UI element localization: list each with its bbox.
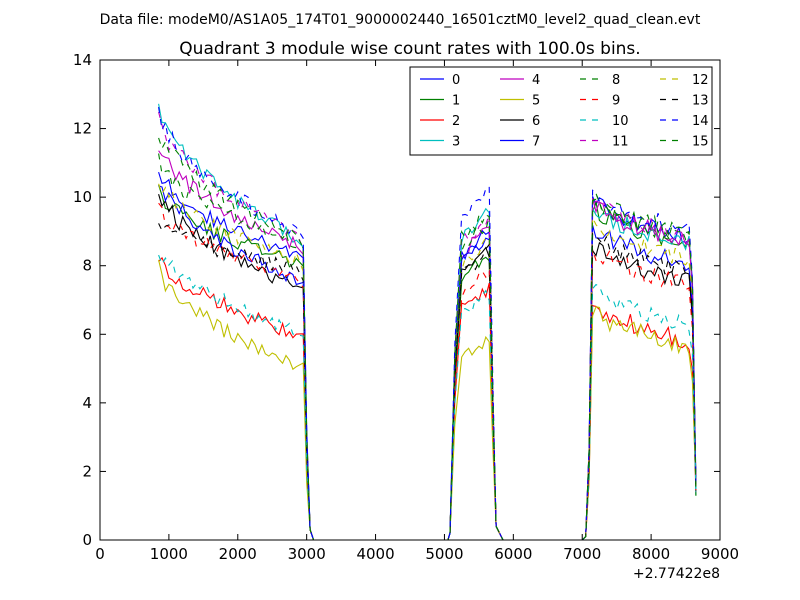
y-tick-label: 8 bbox=[82, 257, 92, 275]
legend-label-0: 0 bbox=[452, 73, 460, 88]
series-line-13 bbox=[158, 223, 697, 541]
legend-label-6: 6 bbox=[532, 114, 540, 129]
legend-label-7: 7 bbox=[532, 135, 540, 150]
series-line-2 bbox=[158, 256, 697, 541]
y-tick-label: 4 bbox=[82, 394, 92, 412]
legend-label-13: 13 bbox=[692, 94, 709, 109]
axes-layer: 0 1000 2000 3000 4000 5000 6000 7000 8000 9000 0 2 4… bbox=[73, 51, 739, 563]
x-tick-label: 2000 bbox=[219, 545, 257, 563]
legend-label-4: 4 bbox=[532, 73, 540, 88]
legend-label-5: 5 bbox=[532, 94, 540, 109]
x-tick-label: 6000 bbox=[494, 545, 532, 563]
series-line-8 bbox=[158, 153, 697, 541]
y-tick-label: 2 bbox=[82, 462, 92, 480]
series-line-15 bbox=[158, 137, 697, 541]
x-offset-label: +2.77422e8 bbox=[633, 566, 720, 582]
legend-label-12: 12 bbox=[692, 73, 709, 88]
plot-frame bbox=[99, 59, 721, 541]
series-layer bbox=[158, 103, 697, 541]
legend-label-8: 8 bbox=[612, 73, 620, 88]
series-line-1 bbox=[158, 184, 697, 541]
suptitle: Data file: modeM0/AS1A05_174T01_90000024… bbox=[100, 12, 701, 28]
x-tick-label: 0 bbox=[95, 545, 105, 563]
chart-title: Quadrant 3 module wise count rates with … bbox=[179, 39, 640, 59]
legend-label-14: 14 bbox=[692, 114, 709, 129]
legend-label-2: 2 bbox=[452, 114, 460, 129]
series-line-7 bbox=[158, 185, 697, 541]
series-line-3 bbox=[158, 103, 697, 541]
x-tick-label: 1000 bbox=[150, 545, 188, 563]
legend-label-15: 15 bbox=[692, 135, 709, 150]
series-line-4 bbox=[158, 150, 697, 541]
legend-label-11: 11 bbox=[612, 135, 629, 150]
legend-label-1: 1 bbox=[452, 94, 460, 109]
series-line-11 bbox=[158, 111, 697, 541]
x-tick-label: 4000 bbox=[356, 545, 394, 563]
series-line-0 bbox=[158, 171, 697, 541]
legend-label-3: 3 bbox=[452, 135, 460, 150]
legend-label-10: 10 bbox=[612, 114, 629, 129]
x-tick-label: 8000 bbox=[632, 545, 670, 563]
y-tick-label: 10 bbox=[73, 188, 92, 206]
x-tick-label: 7000 bbox=[563, 545, 601, 563]
y-tick-label: 12 bbox=[73, 120, 92, 138]
series-line-12 bbox=[158, 183, 697, 541]
y-tick-label: 6 bbox=[82, 325, 92, 343]
x-tick-label: 9000 bbox=[701, 545, 739, 563]
x-tick-label: 5000 bbox=[425, 545, 463, 563]
y-tick-label: 14 bbox=[73, 51, 92, 69]
series-line-14 bbox=[158, 106, 697, 541]
y-tick-label: 0 bbox=[82, 531, 92, 549]
series-line-5 bbox=[158, 259, 697, 541]
legend-label-9: 9 bbox=[612, 94, 620, 109]
series-line-10 bbox=[158, 254, 697, 541]
x-tick-label: 3000 bbox=[288, 545, 326, 563]
